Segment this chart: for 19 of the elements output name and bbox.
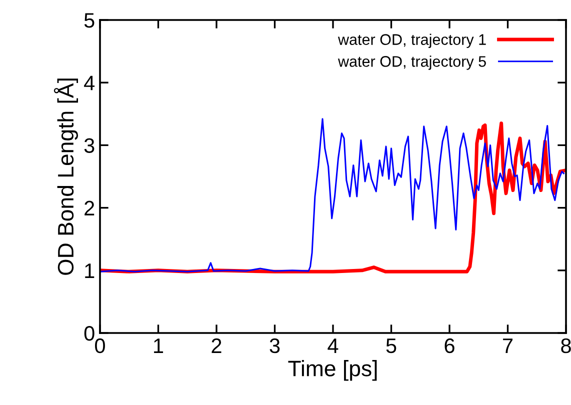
- y-axis-title: OD Bond Length [Å]: [54, 78, 78, 275]
- x-tick-label: 1: [154, 338, 164, 353]
- x-axis-title: Time [ps]: [288, 360, 377, 381]
- legend-label: water OD, trajectory 5: [338, 56, 486, 70]
- x-tick-label: 3: [270, 338, 280, 354]
- y-tick-label: 0: [84, 326, 94, 341]
- x-tick-label: 0: [95, 338, 105, 354]
- x-tick-label: 4: [328, 338, 338, 353]
- y-tick-label: 1: [85, 264, 94, 278]
- legend-label: water OD, trajectory 1: [338, 34, 486, 48]
- x-tick-label: 7: [503, 338, 512, 353]
- y-tick-label: 2: [84, 200, 94, 216]
- x-tick-label: 8: [561, 338, 571, 354]
- x-tick-label: 2: [212, 338, 222, 353]
- y-tick-label: 5: [84, 13, 94, 28]
- x-tick-label: 6: [444, 338, 454, 354]
- y-tick-label: 3: [84, 138, 94, 153]
- y-tick-label: 4: [84, 76, 95, 90]
- x-tick-label: 5: [386, 338, 396, 354]
